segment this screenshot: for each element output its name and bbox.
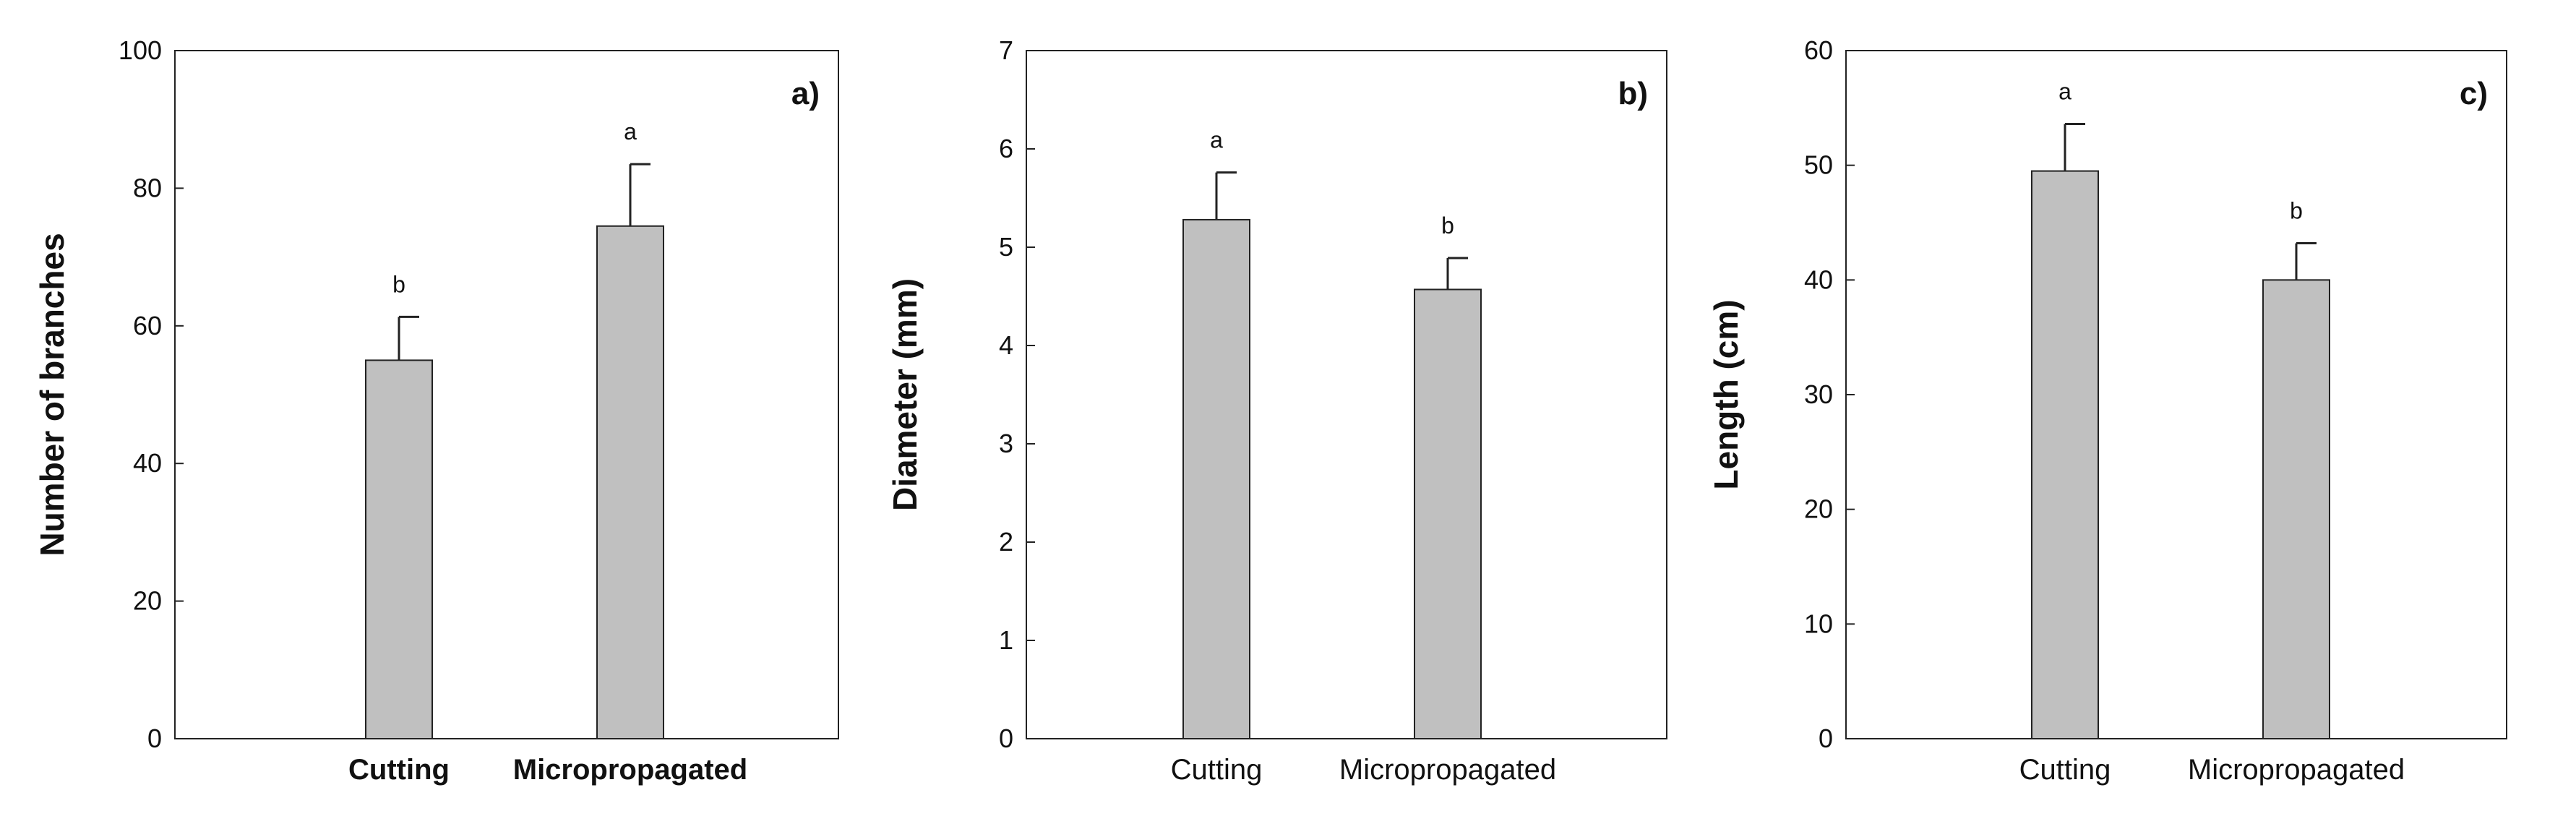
plot-frame [1026,50,1667,739]
y-tick-label: 0 [147,724,162,753]
chart-panel-a: 0 20 40 60 80 100 Number of branches a) b Cutting… [33,35,839,786]
category-label: Micropropagated [513,754,747,786]
y-tick-label: 5 [999,232,1013,262]
y-tick-label: 60 [1804,35,1833,65]
y-tick-label: 60 [133,311,162,340]
significance-label: b [2290,198,2303,224]
category-label: Micropropagated [2188,754,2405,786]
y-tick-label: 100 [119,35,162,65]
y-tick-label: 7 [999,35,1013,65]
significance-label: b [392,271,405,297]
bar-micropropagated [596,225,664,739]
significance-label: a [624,119,637,145]
significance-label: a [1210,127,1223,153]
bar-micropropagated [1414,288,1482,740]
y-tick-label: 40 [1804,265,1833,294]
significance-label: a [2058,79,2071,105]
y-tick-label: 20 [133,586,162,616]
y-tick-label: 0 [999,724,1013,753]
y-tick-label: 30 [1804,379,1833,409]
category-label: Cutting [1171,754,1263,786]
chart-panel-c: 0 10 20 30 40 50 60 Length (cm) c) a Cutting b Micro… [1707,35,2507,786]
y-tick-label: 1 [999,625,1013,655]
y-tick-label: 2 [999,527,1013,557]
y-tick-label: 80 [133,173,162,202]
y-axis-title: Number of branches [33,233,71,556]
y-tick-label: 0 [1819,724,1833,753]
y-axis-title: Diameter (mm) [886,278,924,511]
plot-frame [174,50,839,739]
y-tick-label: 20 [1804,494,1833,524]
plot-frame [1845,50,2507,739]
category-label: Cutting [2019,754,2111,786]
chart-panel-b: 0 1 2 3 4 5 6 7 Diameter (mm) b) a Cutting b Micropro… [886,35,1667,786]
y-tick-label: 40 [133,448,162,478]
y-tick-label: 50 [1804,150,1833,180]
bar-micropropagated [2262,279,2330,740]
bar-cutting [1182,218,1250,740]
y-tick-label: 10 [1804,609,1833,638]
y-tick-label: 3 [999,429,1013,458]
panel-label: c) [2460,76,2488,111]
y-tick-label: 4 [999,330,1013,360]
y-tick-label: 6 [999,134,1013,163]
bar-cutting [2031,170,2099,740]
bar-cutting [365,359,433,739]
panel-label: a) [791,76,820,111]
panel-label: b) [1618,76,1648,111]
category-label: Cutting [348,754,450,786]
category-label: Micropropagated [1339,754,1556,786]
y-axis-title: Length (cm) [1707,299,1745,489]
significance-label: b [1441,213,1454,239]
